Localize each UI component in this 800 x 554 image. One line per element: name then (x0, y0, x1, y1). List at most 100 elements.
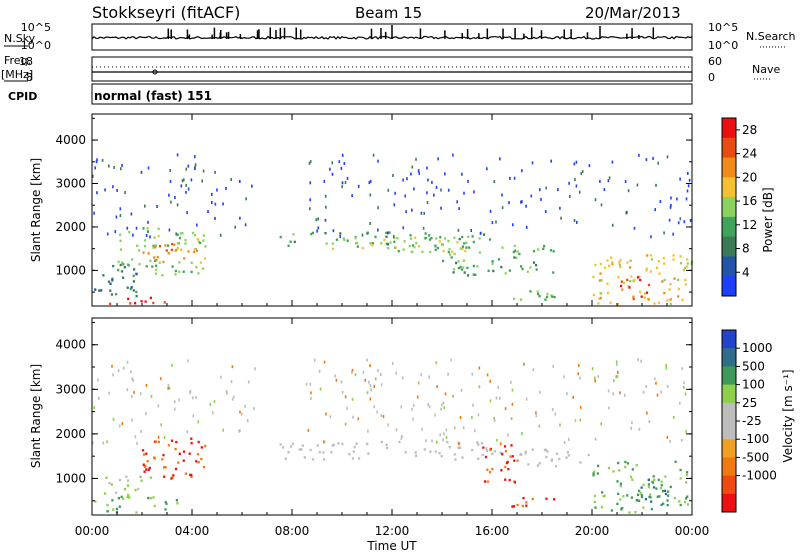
data-cell (175, 499, 178, 502)
data-cell (127, 264, 130, 267)
data-cell (520, 265, 523, 268)
data-cell (202, 465, 206, 469)
data-cell (599, 272, 602, 275)
y-tick-label: 2000 (55, 427, 86, 441)
data-cell (461, 172, 463, 176)
data-cell (663, 231, 665, 235)
data-cell (467, 179, 469, 183)
data-cell (497, 258, 501, 261)
y-tick-label: 2000 (55, 220, 86, 234)
data-cell (468, 246, 471, 249)
data-cell (685, 473, 688, 477)
data-cell (638, 153, 640, 157)
data-cell (644, 498, 647, 501)
data-cell (578, 363, 580, 367)
data-cell (686, 471, 689, 474)
data-cell (669, 302, 672, 306)
data-cell (130, 370, 132, 374)
data-cell (677, 287, 680, 291)
data-cell (330, 451, 333, 454)
data-cell (495, 220, 497, 224)
data-cell (524, 450, 527, 453)
data-cell (112, 264, 115, 268)
data-cell (108, 164, 110, 168)
data-cell (631, 468, 634, 471)
power-colorbar-tick-label: 28 (742, 123, 757, 137)
data-cell (214, 216, 216, 220)
data-cell (638, 489, 641, 493)
data-cell (142, 463, 145, 466)
data-cell (673, 416, 675, 419)
data-cell (683, 220, 686, 224)
data-cell (659, 487, 662, 490)
data-cell (126, 484, 129, 487)
data-cell (176, 233, 179, 236)
data-cell (551, 408, 554, 411)
data-cell (462, 266, 465, 269)
data-cell (597, 302, 600, 305)
data-cell (657, 161, 659, 165)
data-cell (415, 454, 418, 458)
data-cell (655, 183, 657, 187)
data-cell (287, 451, 290, 454)
power-y-axis: 1000 2000 3000 4000 (55, 117, 692, 293)
data-cell (685, 497, 688, 500)
data-cell (629, 259, 632, 262)
data-cell (489, 209, 492, 213)
data-cell (398, 440, 401, 444)
data-cell (120, 270, 124, 273)
data-cell (207, 210, 209, 213)
cpid-text: normal (fast) 151 (94, 89, 212, 103)
y-tick-label: 3000 (55, 177, 86, 191)
data-cell (357, 184, 360, 188)
data-cell (504, 465, 507, 469)
data-cell (100, 289, 103, 292)
data-cell (167, 444, 170, 447)
data-cell (219, 233, 222, 237)
data-cell (599, 296, 602, 300)
data-cell (415, 157, 417, 161)
data-cell (373, 385, 376, 388)
data-cell (174, 269, 177, 273)
data-cell (440, 455, 443, 458)
data-cell (687, 184, 690, 188)
data-cell (246, 419, 249, 423)
data-cell (353, 445, 356, 449)
data-cell (212, 411, 214, 415)
data-cell (184, 472, 187, 475)
data-cell (106, 503, 109, 507)
data-cell (619, 391, 621, 395)
data-cell (401, 376, 404, 380)
data-cell (201, 179, 203, 183)
data-cell (145, 452, 148, 455)
data-cell (529, 290, 532, 293)
data-cell (648, 495, 651, 499)
data-cell (374, 235, 377, 239)
data-cell (650, 235, 652, 239)
data-cell (125, 475, 128, 478)
x-tick-label: 20:00 (575, 524, 610, 538)
data-cell (616, 502, 619, 506)
data-cell (153, 236, 156, 239)
data-cell (361, 246, 364, 250)
data-cell (658, 495, 661, 498)
data-cell (344, 422, 347, 426)
data-cell (627, 189, 630, 193)
data-cell (114, 293, 118, 296)
data-cell (356, 245, 359, 248)
velocity-colorbar-segment (722, 384, 736, 404)
data-cell (117, 497, 120, 500)
data-cell (666, 384, 669, 388)
data-cell (470, 229, 472, 232)
data-cell (659, 200, 662, 203)
data-cell (629, 266, 632, 269)
data-cell (109, 282, 112, 285)
data-cell (385, 443, 388, 446)
data-cell (194, 155, 196, 159)
data-cell (225, 187, 227, 190)
data-cell (638, 499, 641, 502)
data-cell (684, 283, 687, 286)
data-cell (635, 464, 638, 467)
data-cell (373, 405, 375, 409)
data-cell (182, 270, 185, 273)
